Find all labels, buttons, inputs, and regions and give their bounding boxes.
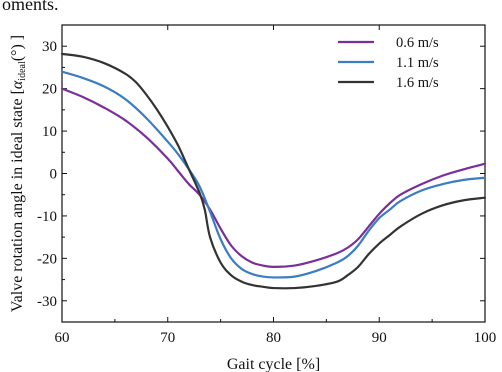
y-axis-label-subscript: ideal: [17, 61, 28, 81]
legend-label-0-6: 0.6 m/s: [396, 35, 439, 51]
series-line-0-6: [60, 87, 487, 268]
x-axis-label: Gait cycle [%]: [227, 356, 320, 372]
tick-labels: 60 70 80 90 100 -30 -20 -10 0 10 20 30: [37, 39, 496, 346]
axis-ticks: [61, 24, 486, 323]
x-tick-label: 60: [55, 330, 70, 346]
legend-label-1-1: 1.1 m/s: [396, 55, 439, 71]
y-tick-label: -30: [37, 294, 57, 310]
y-axis-label-alpha: α: [9, 80, 26, 89]
x-tick-label: 80: [266, 330, 281, 346]
series-line-1-6: [60, 52, 487, 290]
y-tick-label: 20: [42, 82, 57, 98]
y-tick-label: -20: [37, 251, 57, 267]
series-lines: [60, 52, 487, 290]
series-line-1-1: [60, 70, 487, 279]
y-axis-label: Valve rotation angle in ideal state [αid…: [9, 35, 28, 312]
legend: 0.6 m/s 1.1 m/s 1.6 m/s: [338, 35, 439, 91]
x-tick-label: 70: [160, 330, 175, 346]
y-tick-label: -10: [37, 209, 57, 225]
y-tick-label: 10: [42, 124, 57, 140]
x-tick-label: 100: [474, 330, 497, 346]
page-text-fragment: oments.: [2, 0, 59, 14]
y-tick-label: 30: [42, 39, 57, 55]
y-axis-label-suffix: (°) ]: [9, 35, 26, 61]
x-tick-label: 90: [372, 330, 387, 346]
legend-label-1-6: 1.6 m/s: [396, 75, 439, 91]
y-axis-label-prefix: Valve rotation angle in ideal state [: [9, 89, 26, 312]
y-tick-label: 0: [50, 167, 58, 183]
